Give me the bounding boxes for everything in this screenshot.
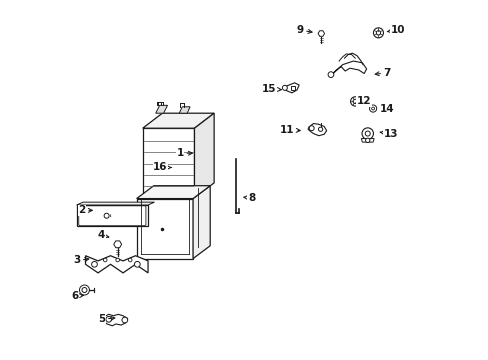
Text: 2: 2 [78, 205, 92, 215]
Polygon shape [77, 205, 148, 226]
Circle shape [128, 258, 132, 262]
Polygon shape [307, 123, 326, 136]
Polygon shape [283, 83, 299, 93]
Text: 7: 7 [374, 68, 390, 78]
Polygon shape [77, 202, 154, 205]
Text: 14: 14 [379, 104, 394, 113]
Text: 8: 8 [244, 193, 255, 203]
Polygon shape [194, 113, 214, 198]
Text: 10: 10 [386, 25, 405, 35]
Text: 6: 6 [71, 291, 83, 301]
Circle shape [373, 28, 383, 38]
Circle shape [116, 258, 119, 262]
Polygon shape [85, 256, 148, 273]
Polygon shape [103, 314, 127, 326]
Circle shape [80, 285, 89, 295]
Polygon shape [155, 105, 167, 113]
Circle shape [371, 107, 374, 110]
Polygon shape [142, 113, 214, 128]
Polygon shape [179, 107, 190, 113]
Circle shape [82, 288, 87, 293]
Circle shape [122, 317, 127, 323]
Circle shape [365, 138, 369, 143]
Circle shape [106, 316, 111, 322]
Polygon shape [136, 186, 210, 199]
Text: 1: 1 [176, 148, 192, 158]
Polygon shape [329, 61, 366, 77]
Polygon shape [136, 199, 193, 258]
Polygon shape [361, 139, 373, 142]
Text: 16: 16 [153, 162, 171, 172]
Circle shape [104, 213, 109, 218]
Circle shape [318, 127, 322, 131]
Text: 13: 13 [380, 129, 397, 139]
Text: 5: 5 [98, 314, 115, 324]
Circle shape [327, 72, 333, 77]
Circle shape [369, 105, 376, 112]
Circle shape [134, 261, 140, 267]
Circle shape [308, 126, 313, 131]
Polygon shape [290, 86, 294, 90]
Circle shape [91, 261, 97, 267]
Text: 12: 12 [355, 96, 371, 107]
Polygon shape [317, 31, 324, 36]
Polygon shape [142, 128, 194, 198]
Circle shape [365, 131, 369, 136]
Circle shape [376, 31, 380, 35]
Text: 4: 4 [98, 230, 108, 240]
Circle shape [103, 258, 107, 262]
Text: 9: 9 [296, 25, 311, 35]
Circle shape [352, 99, 357, 104]
Text: 3: 3 [73, 255, 89, 265]
Text: 15: 15 [262, 84, 281, 94]
Polygon shape [193, 186, 210, 258]
Text: 11: 11 [280, 125, 300, 135]
Circle shape [282, 85, 287, 90]
Circle shape [350, 97, 359, 106]
Polygon shape [114, 241, 122, 248]
Circle shape [361, 128, 373, 139]
